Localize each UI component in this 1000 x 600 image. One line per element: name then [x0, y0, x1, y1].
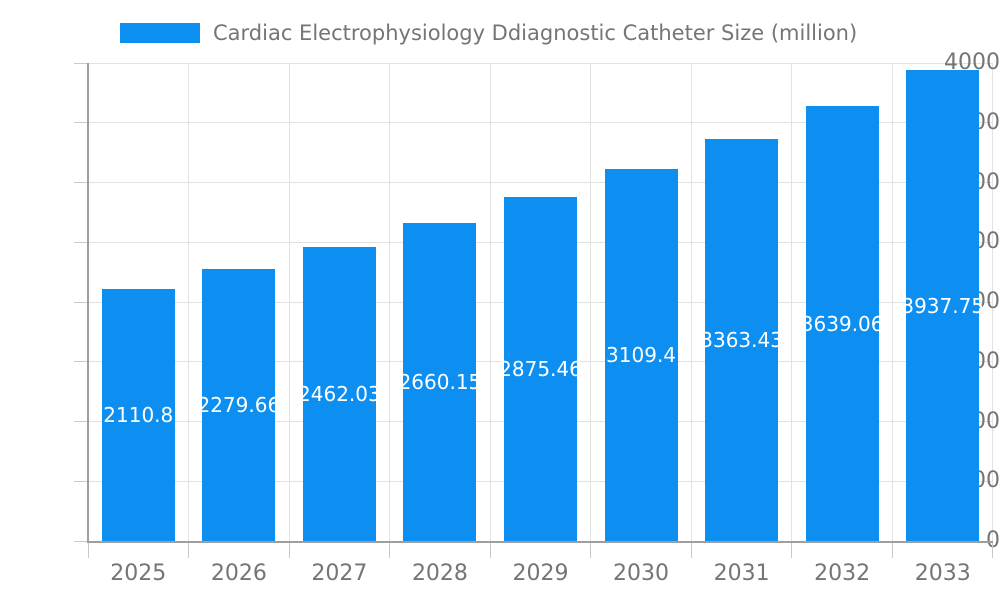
x-tick-label: 2026: [210, 561, 267, 586]
x-axis-tick: [188, 543, 190, 558]
plot-area: 2110.8 2279.66 2462.03 2660.15 2875.46 3109.4…: [74, 62, 993, 558]
v-gridline: [489, 63, 491, 541]
bar[interactable]: [101, 288, 175, 541]
x-axis-tick: [690, 543, 692, 558]
y-axis-tick: [74, 421, 87, 422]
y-tick-label: 4000: [944, 50, 1000, 75]
bar[interactable]: [604, 169, 678, 541]
y-axis-tick: [74, 122, 87, 124]
y-axis-line: [87, 63, 89, 543]
y-axis-tick: [74, 62, 87, 64]
v-gridline: [288, 63, 290, 541]
x-tick-label: 2025: [110, 561, 167, 586]
v-gridline: [791, 63, 793, 541]
h-gridline: [88, 62, 993, 64]
x-tick-label: 2030: [613, 561, 670, 586]
x-axis-tick: [891, 543, 893, 558]
v-gridline: [590, 63, 592, 541]
bar[interactable]: [202, 268, 276, 541]
y-axis-tick: [74, 540, 87, 542]
v-gridline: [891, 63, 893, 541]
x-axis-tick: [389, 543, 391, 558]
y-axis-tick: [74, 361, 87, 363]
y-axis-tick: [74, 480, 87, 482]
bar[interactable]: [403, 223, 477, 541]
v-gridline: [690, 63, 692, 541]
y-axis-tick: [74, 182, 87, 183]
x-axis-line: [87, 541, 993, 543]
x-axis-tick: [288, 543, 290, 558]
bar[interactable]: [705, 139, 779, 541]
x-tick-label: 2031: [713, 561, 770, 586]
v-gridline: [389, 63, 391, 541]
x-tick-label: 2028: [411, 561, 468, 586]
legend-swatch: [120, 23, 200, 43]
bar[interactable]: [504, 197, 577, 541]
legend-item[interactable]: Cardiac Electrophysiology Ddiagnostic Ca…: [120, 21, 858, 45]
x-axis-tick: [991, 543, 993, 558]
h-gridline: [88, 182, 993, 183]
x-tick-label: 2033: [914, 561, 971, 586]
x-tick-label: 2029: [512, 561, 569, 586]
x-axis-tick: [87, 543, 89, 558]
h-gridline: [88, 122, 993, 124]
legend-label: Cardiac Electrophysiology Ddiagnostic Ca…: [213, 21, 858, 45]
x-axis-tick: [590, 543, 592, 558]
y-axis-tick: [74, 241, 87, 243]
bar[interactable]: [302, 246, 376, 541]
v-gridline: [188, 63, 190, 541]
y-tick-label: 0: [986, 528, 1000, 553]
bar[interactable]: [805, 106, 879, 541]
x-tick-label: 2027: [311, 561, 368, 586]
v-gridline: [991, 63, 993, 541]
x-axis-tick: [791, 543, 793, 558]
x-axis-tick: [489, 543, 491, 558]
y-axis-tick: [74, 301, 87, 303]
x-tick-label: 2032: [814, 561, 871, 586]
bar[interactable]: [906, 70, 980, 541]
